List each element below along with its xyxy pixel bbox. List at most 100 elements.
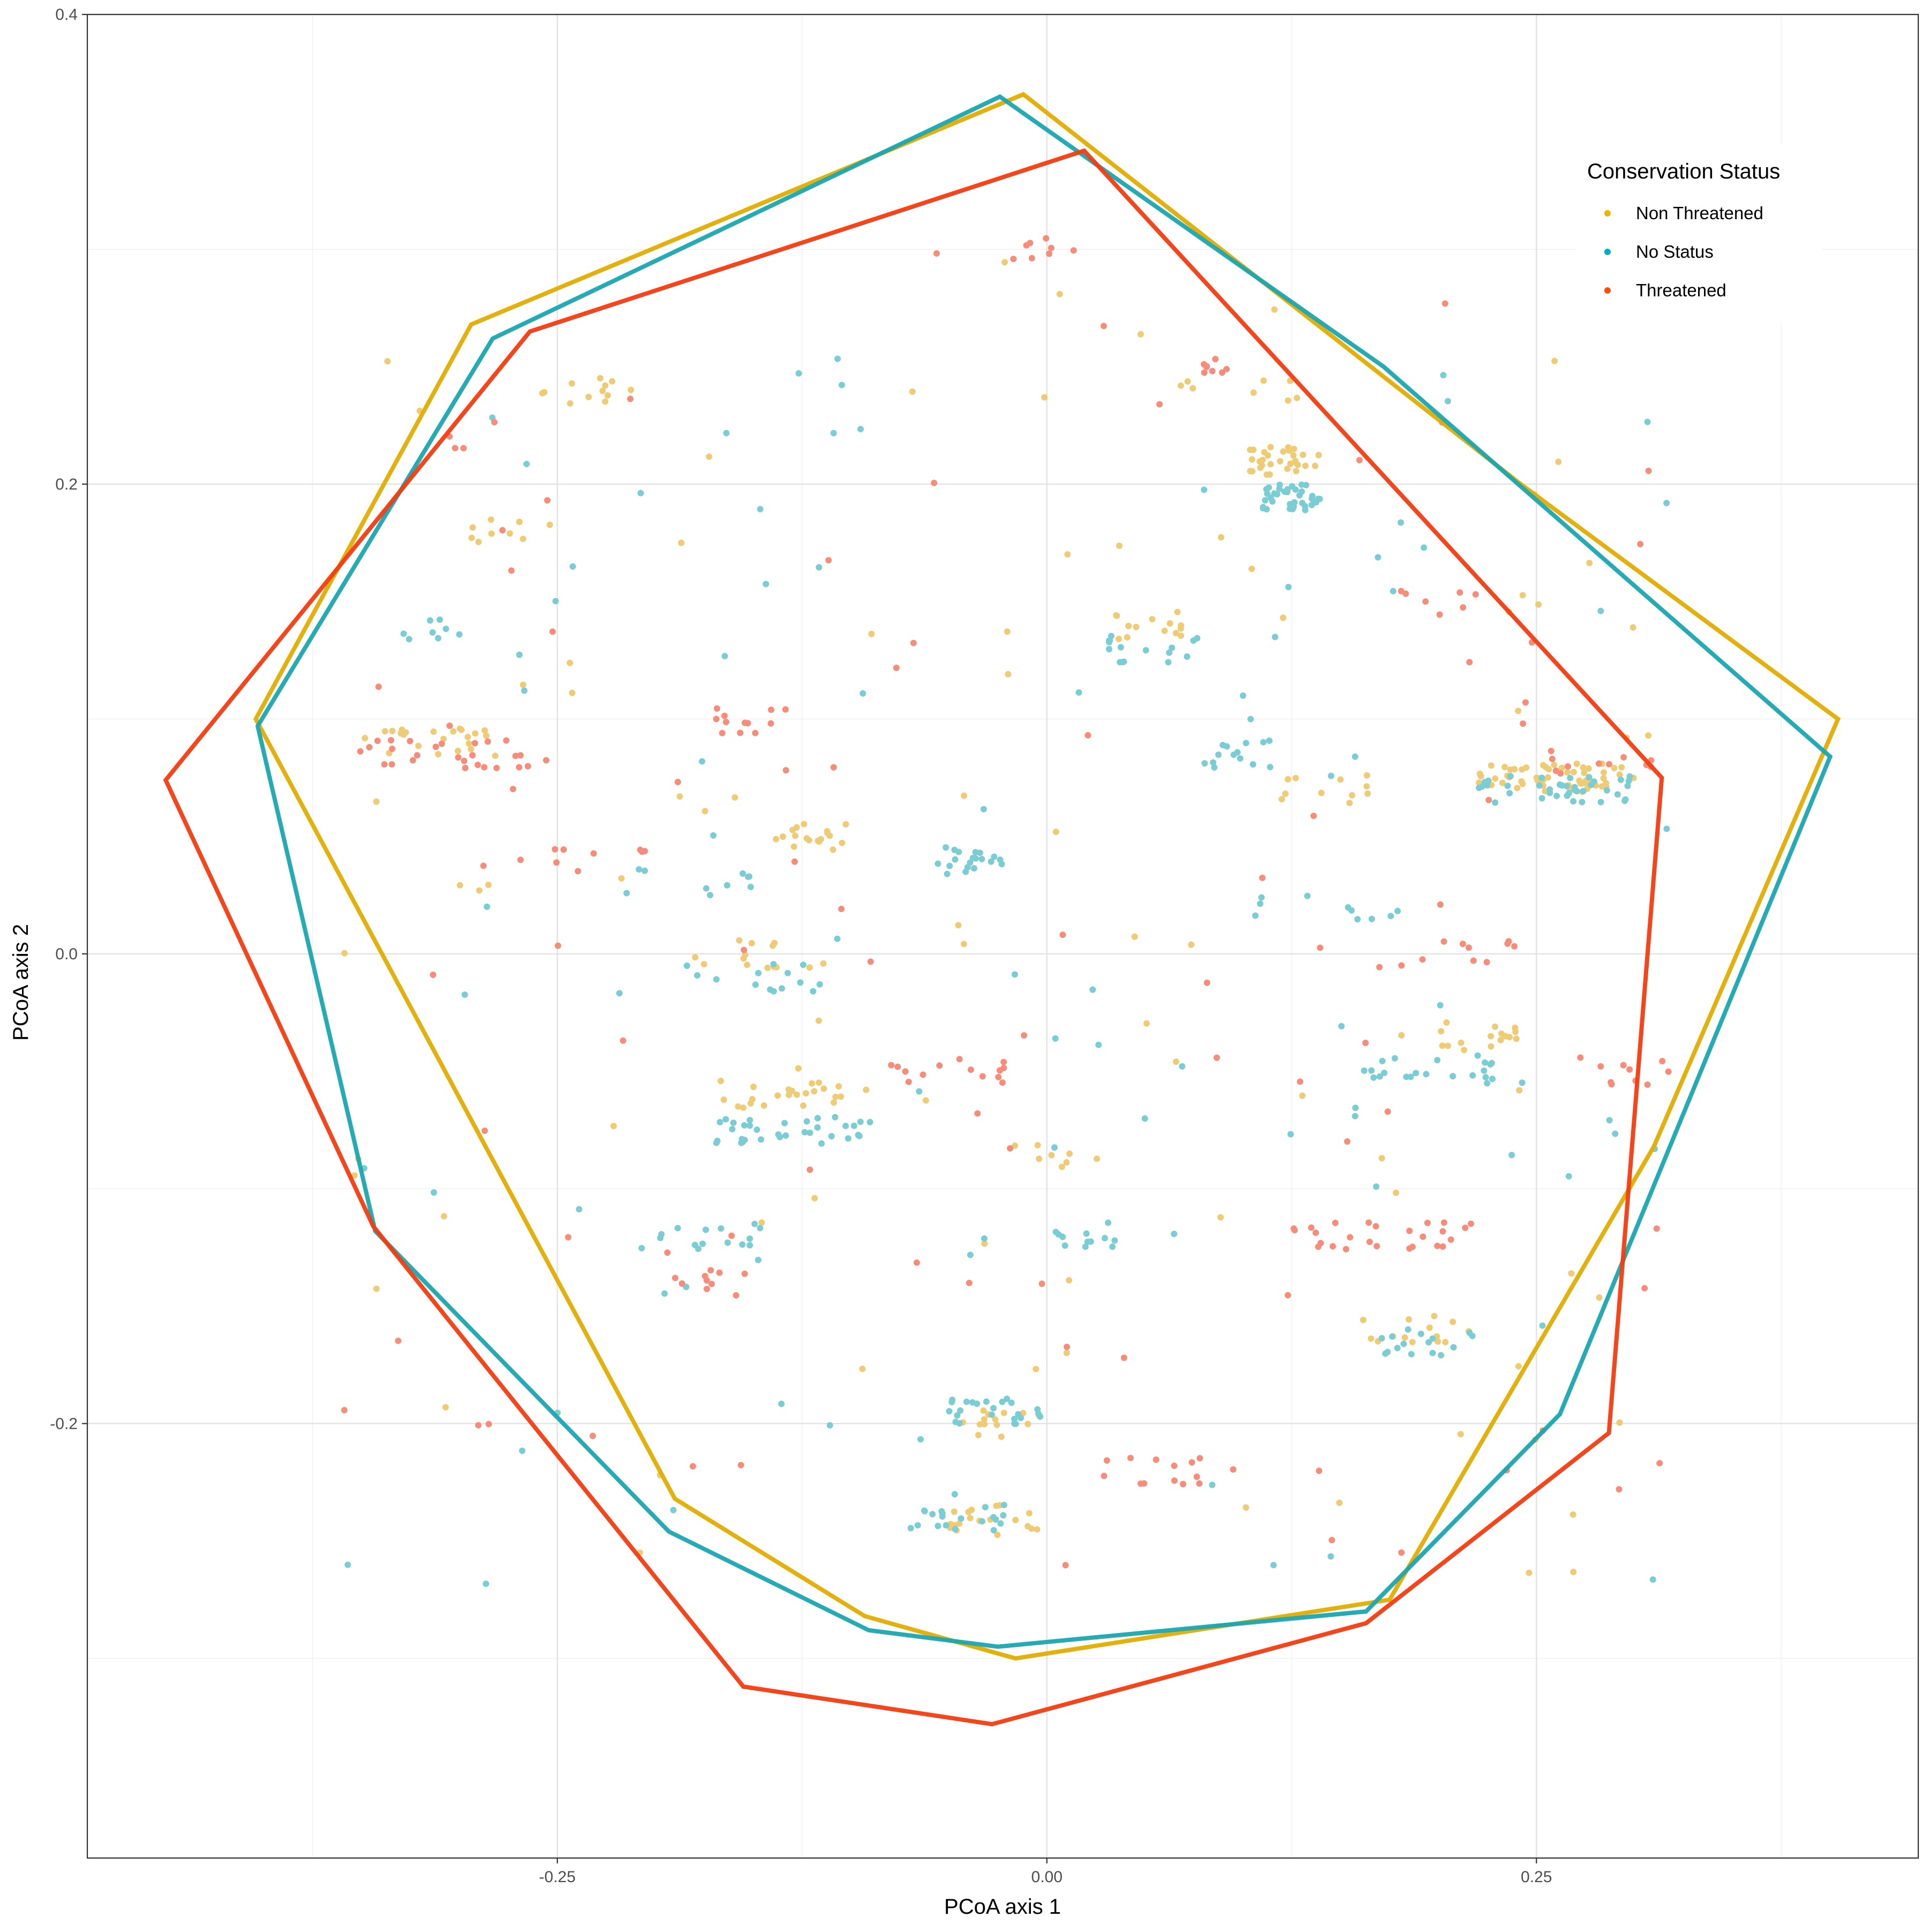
data-point: [1603, 787, 1610, 794]
data-point: [1034, 1142, 1041, 1148]
data-point: [699, 1240, 706, 1247]
data-point: [1412, 1070, 1419, 1077]
data-point: [737, 1461, 744, 1468]
data-point: [1033, 1366, 1040, 1372]
data-point: [998, 1433, 1005, 1440]
data-point: [1462, 1225, 1469, 1231]
data-point: [481, 727, 488, 734]
data-point: [475, 539, 482, 546]
data-point: [1436, 611, 1443, 618]
data-point: [790, 843, 797, 850]
data-point: [1137, 331, 1144, 338]
data-point: [641, 867, 648, 874]
data-point: [1588, 781, 1595, 788]
data-point: [1179, 1063, 1186, 1070]
data-point: [523, 460, 530, 467]
data-point: [888, 1062, 895, 1069]
data-point: [1417, 1330, 1424, 1337]
data-point: [1165, 659, 1172, 666]
data-point: [1115, 636, 1122, 643]
legend-label: No Status: [1636, 242, 1714, 262]
data-point: [1565, 1173, 1572, 1180]
data-point: [481, 764, 488, 771]
data-point: [1012, 1142, 1019, 1149]
data-point: [1262, 497, 1269, 504]
data-point: [525, 763, 532, 770]
data-point: [857, 1118, 864, 1125]
data-point: [1620, 754, 1627, 760]
data-point: [468, 745, 474, 752]
data-point: [616, 990, 623, 997]
data-point: [1360, 1317, 1367, 1323]
plot-border: [86, 13, 1919, 1859]
data-point: [1468, 1220, 1475, 1227]
data-point: [1378, 1335, 1385, 1341]
data-point: [406, 636, 413, 643]
data-point: [811, 1088, 818, 1095]
data-point: [374, 737, 381, 744]
y-tick-label: 0.0: [55, 945, 78, 963]
data-point: [1580, 788, 1587, 795]
data-point: [661, 1290, 668, 1297]
data-point: [1007, 1145, 1014, 1152]
data-point: [792, 832, 799, 839]
data-point: [1618, 764, 1625, 771]
data-point: [723, 430, 730, 437]
series-points: [345, 355, 1670, 1587]
data-point: [362, 735, 369, 742]
data-point: [1113, 613, 1120, 619]
data-point: [1230, 751, 1237, 758]
data-point: [1167, 620, 1173, 627]
data-point: [782, 767, 789, 774]
data-point: [1213, 1054, 1220, 1061]
data-point: [771, 939, 778, 946]
data-point: [795, 1065, 802, 1072]
data-point: [1547, 748, 1554, 755]
data-point: [770, 961, 777, 967]
data-point: [1250, 761, 1257, 768]
hull-threatened: [163, 148, 1664, 1727]
data-point: [1516, 1087, 1523, 1094]
data-point: [768, 706, 775, 713]
data-point: [741, 1122, 748, 1129]
data-point: [737, 729, 744, 736]
data-point: [1571, 769, 1577, 775]
data-point: [551, 846, 558, 853]
data-point: [610, 1123, 617, 1130]
data-point: [1292, 486, 1299, 493]
data-point: [1046, 250, 1052, 257]
data-point: [454, 748, 461, 755]
data-point: [1177, 382, 1184, 389]
data-point: [979, 1073, 986, 1080]
data-point: [1000, 1512, 1007, 1519]
data-point: [1369, 915, 1375, 922]
data-point: [1190, 385, 1196, 392]
data-point: [1397, 587, 1404, 594]
data-point: [999, 1398, 1006, 1405]
data-point: [704, 1286, 710, 1293]
plot-data-area: [163, 92, 1841, 1727]
data-point: [1247, 715, 1254, 722]
data-point: [967, 1066, 974, 1073]
data-point: [1434, 1057, 1441, 1064]
y-axis-title: PCoA axis 2: [9, 924, 33, 1041]
data-point: [863, 1086, 870, 1093]
data-point: [694, 972, 701, 979]
data-point: [521, 687, 528, 694]
data-point: [1406, 1245, 1413, 1252]
data-point: [1066, 1150, 1073, 1157]
data-point: [1250, 389, 1257, 396]
data-point: [820, 960, 827, 967]
data-point: [1567, 774, 1574, 781]
data-point: [806, 964, 813, 971]
data-point: [1483, 959, 1490, 966]
data-point: [1420, 544, 1427, 551]
data-point: [701, 808, 708, 815]
data-point: [1000, 1502, 1007, 1509]
data-point: [782, 706, 789, 713]
data-point: [1506, 1034, 1513, 1041]
data-point: [435, 751, 442, 758]
data-point: [1000, 1058, 1007, 1065]
data-point: [585, 393, 592, 400]
data-point: [1217, 534, 1224, 541]
